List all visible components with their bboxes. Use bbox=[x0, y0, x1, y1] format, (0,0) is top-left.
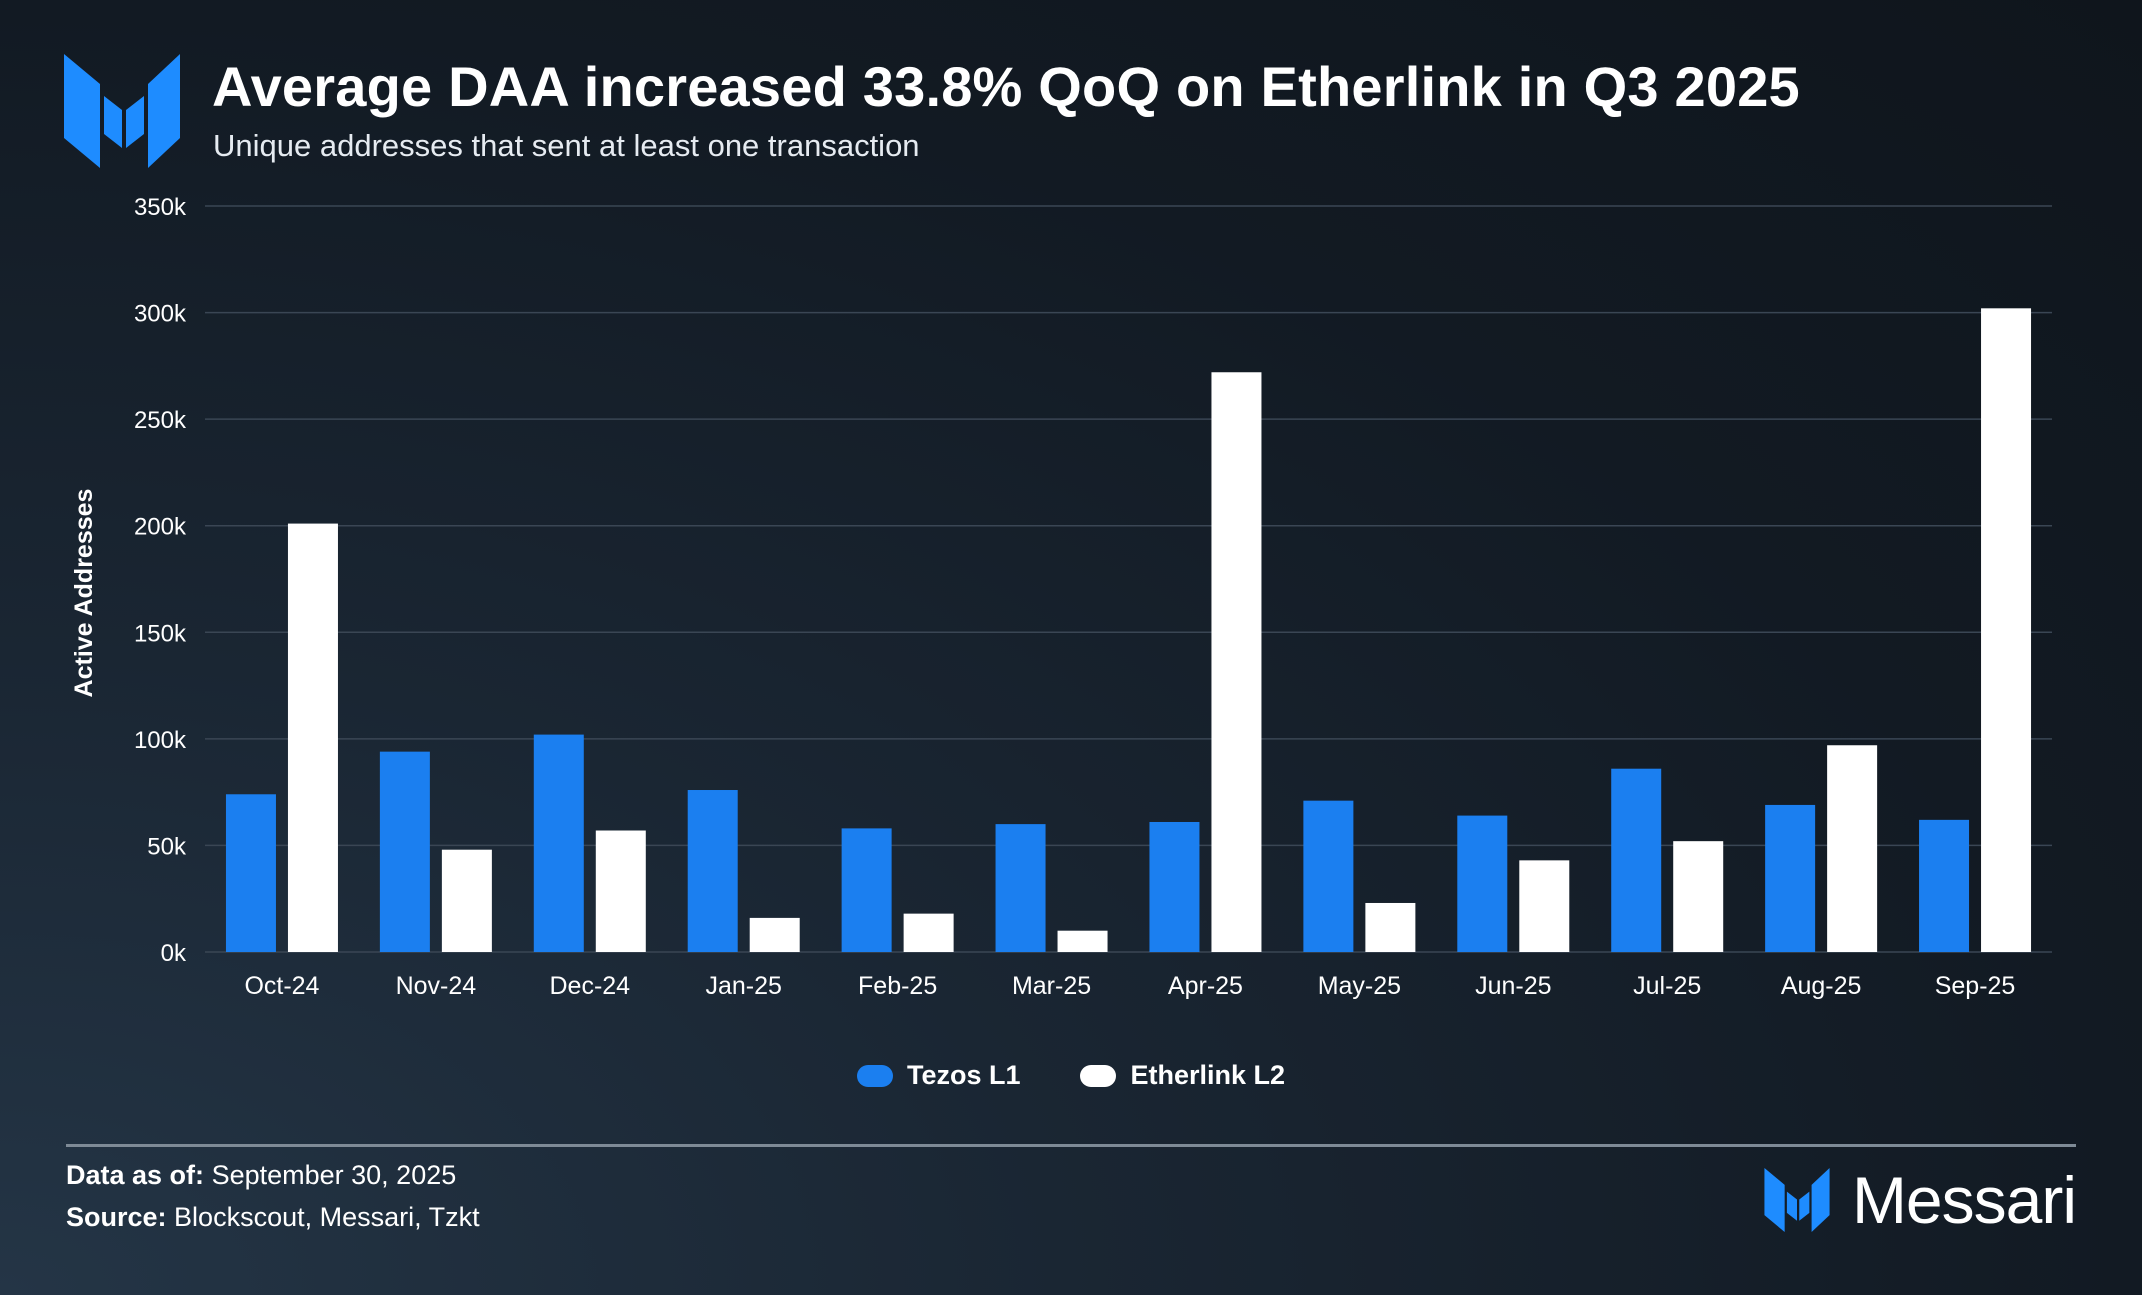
bar-etherlink bbox=[595, 830, 646, 952]
bar-etherlink bbox=[749, 917, 800, 952]
bar-etherlink bbox=[1673, 841, 1724, 952]
bar-tezos bbox=[841, 828, 892, 952]
bar-tezos bbox=[1303, 800, 1354, 952]
x-tick-label: May-25 bbox=[1318, 972, 1401, 1000]
bar-tezos bbox=[1919, 819, 1970, 952]
messari-brand: Messari bbox=[1764, 1162, 2077, 1238]
footer-source: Source: Blockscout, Messari, Tzkt bbox=[66, 1202, 480, 1233]
bar-tezos bbox=[533, 734, 584, 952]
x-axis-ticks: Oct-24 Nov-24 Dec-24 Jan-25 Feb-25 Mar-25 Apr-… bbox=[244, 972, 2015, 1000]
source-value: Blockscout, Messari, Tzkt bbox=[174, 1202, 480, 1232]
bar-tezos bbox=[1149, 821, 1200, 952]
bar-tezos bbox=[1765, 804, 1816, 952]
messari-brand-icon bbox=[1764, 1168, 1830, 1232]
x-tick-label: Feb-25 bbox=[858, 972, 937, 1000]
footer-data-as-of: Data as of: September 30, 2025 bbox=[66, 1160, 456, 1191]
x-tick-label: Nov-24 bbox=[396, 972, 477, 1000]
bar-tezos bbox=[995, 824, 1046, 952]
x-tick-label: Sep-25 bbox=[1935, 972, 2016, 1000]
messari-logo-icon bbox=[64, 54, 180, 168]
y-tick-label: 250k bbox=[134, 407, 187, 434]
bar-etherlink bbox=[287, 523, 338, 952]
data-as-of-value: September 30, 2025 bbox=[211, 1160, 457, 1190]
chart-legend: Tezos L1 Etherlink L2 bbox=[0, 1060, 2142, 1091]
legend-swatch-tezos bbox=[856, 1064, 893, 1087]
bar-tezos bbox=[687, 790, 738, 952]
legend-label-tezos: Tezos L1 bbox=[906, 1060, 1021, 1090]
bar-tezos bbox=[1611, 768, 1662, 952]
x-tick-label: Mar-25 bbox=[1012, 972, 1091, 1000]
chart-subtitle: Unique addresses that sent at least one … bbox=[213, 128, 920, 163]
messari-brand-name: Messari bbox=[1851, 1163, 2077, 1237]
y-tick-label: 150k bbox=[134, 620, 187, 647]
chart-title: Average DAA increased 33.8% QoQ on Ether… bbox=[212, 55, 1800, 118]
legend-swatch-etherlink bbox=[1080, 1064, 1117, 1087]
bars bbox=[225, 308, 2032, 952]
y-axis-label: Active Addresses bbox=[70, 489, 98, 698]
y-tick-label: 300k bbox=[134, 301, 187, 328]
bar-etherlink bbox=[1981, 308, 2032, 952]
y-tick-label: 0k bbox=[161, 940, 187, 967]
bar-tezos bbox=[1457, 815, 1508, 952]
x-tick-label: Dec-24 bbox=[549, 972, 630, 1000]
bar-tezos bbox=[379, 751, 430, 952]
x-tick-label: Jul-25 bbox=[1633, 972, 1701, 1000]
legend-item-etherlink: Etherlink L2 bbox=[1080, 1060, 1285, 1091]
y-tick-label: 100k bbox=[134, 727, 187, 754]
y-axis-ticks: 0k 50k 100k 150k 200k 250k 300k 350k bbox=[134, 194, 187, 967]
bar-etherlink bbox=[441, 849, 492, 952]
x-tick-label: Jan-25 bbox=[705, 972, 781, 1000]
bar-etherlink bbox=[1365, 902, 1416, 952]
y-tick-label: 200k bbox=[134, 514, 187, 541]
footer-divider bbox=[66, 1144, 2076, 1147]
x-tick-label: Oct-24 bbox=[244, 972, 319, 1000]
bar-etherlink bbox=[903, 913, 954, 952]
y-tick-label: 350k bbox=[134, 194, 187, 221]
y-tick-label: 50k bbox=[147, 833, 187, 860]
x-tick-label: Aug-25 bbox=[1781, 972, 1862, 1000]
x-tick-label: Jun-25 bbox=[1475, 972, 1551, 1000]
data-as-of-label: Data as of: bbox=[66, 1160, 205, 1190]
gridlines bbox=[205, 205, 2052, 953]
x-tick-label: Apr-25 bbox=[1168, 972, 1243, 1000]
bar-etherlink bbox=[1827, 745, 1878, 952]
bar-etherlink bbox=[1057, 930, 1108, 952]
legend-label-etherlink: Etherlink L2 bbox=[1130, 1060, 1286, 1090]
bar-etherlink bbox=[1211, 372, 1262, 952]
bar-etherlink bbox=[1519, 860, 1570, 952]
legend-item-tezos: Tezos L1 bbox=[856, 1060, 1021, 1091]
source-label: Source: bbox=[66, 1202, 167, 1232]
bar-tezos bbox=[225, 794, 276, 952]
